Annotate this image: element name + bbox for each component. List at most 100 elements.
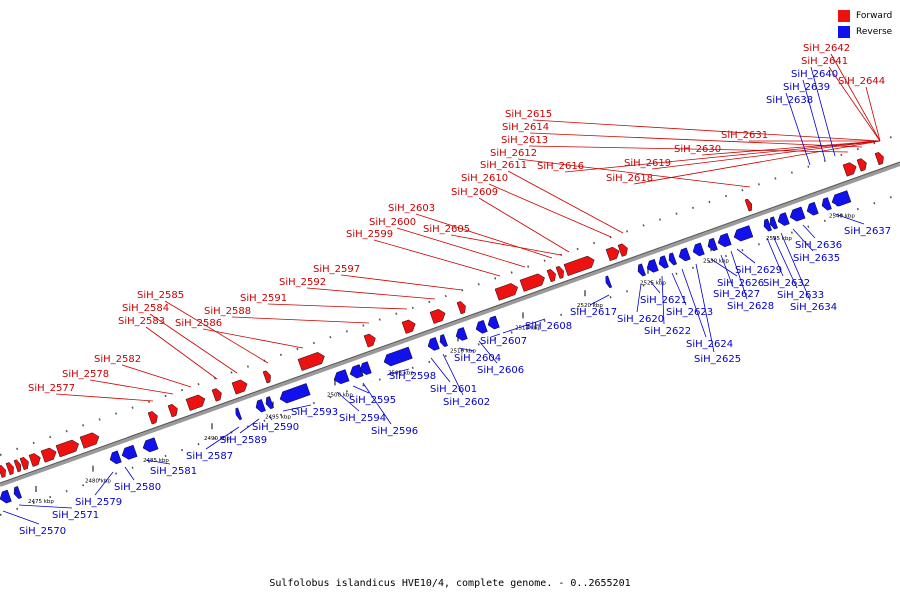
forward-gene-arrow[interactable] [363, 332, 377, 348]
forward-leader [55, 393, 154, 402]
reverse-gene-arrow[interactable] [830, 190, 852, 208]
reverse-gene-arrow[interactable] [706, 237, 718, 252]
reverse-gene-arrow[interactable] [454, 327, 468, 342]
forward-gene-arrow[interactable] [617, 243, 630, 257]
label-leader-lines [2, 53, 881, 525]
reverse-gene-arrow[interactable] [12, 486, 22, 499]
gene-label: SiH_2607 [480, 336, 527, 347]
forward-gene-arrow[interactable] [401, 318, 417, 334]
reverse-gene-arrow[interactable] [234, 407, 243, 421]
reverse-gene-arrow[interactable] [636, 263, 646, 277]
reverse-gene-arrow[interactable] [645, 258, 659, 274]
reverse-leader [145, 459, 171, 465]
forward-gene-arrow[interactable] [874, 151, 886, 166]
forward-gene-arrow[interactable] [19, 456, 31, 471]
forward-gene-arrow[interactable] [13, 459, 23, 473]
gene-label: SiH_2620 [617, 314, 664, 325]
reverse-leader [2, 510, 40, 525]
forward-leader [507, 170, 624, 234]
reverse-gene-arrow[interactable] [667, 252, 677, 266]
reverse-gene-arrow[interactable] [820, 197, 832, 211]
reverse-gene-arrow[interactable] [604, 275, 613, 289]
gene-label: SiH_2614 [502, 122, 549, 133]
reverse-gene-arrow[interactable] [788, 206, 806, 223]
reverse-gene-arrow[interactable] [716, 232, 732, 248]
reverse-gene-arrow[interactable] [657, 255, 669, 270]
reverse-gene-arrow[interactable] [332, 369, 350, 386]
reverse-gene-arrow[interactable] [382, 346, 413, 368]
forward-leader [528, 145, 849, 153]
reverse-gene-arrow[interactable] [486, 315, 500, 331]
forward-gene-arrow[interactable] [211, 387, 224, 402]
reverse-gene-arrow[interactable] [677, 247, 691, 263]
reverse-leader [780, 232, 811, 301]
reverse-gene-arrow[interactable] [438, 334, 448, 348]
ruler-label: 2490 kbp [204, 436, 230, 442]
kbp-ruler: 2475 kbp 2480 kbp 2485 kbp 2490 kbp 2495 kbp… [28, 200, 855, 505]
gene-label: SiH_2611 [480, 160, 527, 171]
reverse-gene-arrow[interactable] [732, 225, 754, 243]
forward-gene-arrow[interactable] [605, 245, 621, 262]
gene-labels: SiH_2577 SiH_2578 SiH_2582 SiH_2583 SiH_2584… [19, 43, 891, 537]
forward-gene-arrow[interactable] [494, 282, 520, 301]
forward-gene-arrow[interactable] [0, 464, 8, 478]
reverse-gene-arrow[interactable] [0, 489, 12, 505]
reverse-gene-arrow[interactable] [358, 361, 372, 377]
gene-label: SiH_2582 [94, 354, 141, 365]
forward-gene-arrow[interactable] [55, 438, 81, 458]
gene-label: SiH_2591 [240, 293, 287, 304]
reverse-gene-arrow[interactable] [278, 383, 311, 404]
gene-label: SiH_2580 [114, 482, 161, 493]
forward-gene-arrow[interactable] [842, 161, 858, 177]
reverse-gene-arrow[interactable] [762, 218, 772, 232]
forward-gene-arrow[interactable] [231, 378, 249, 395]
reverse-gene-arrow[interactable] [141, 437, 159, 454]
forward-gene-arrow[interactable] [5, 461, 16, 476]
forward-gene-arrow[interactable] [429, 308, 447, 324]
forward-gene-arrow[interactable] [79, 431, 101, 449]
reverse-leader [18, 504, 73, 509]
forward-gene-arrow[interactable] [40, 446, 58, 463]
reverse-leader [205, 426, 240, 450]
forward-gene-arrow[interactable] [167, 403, 180, 418]
reverse-gene-arrow[interactable] [805, 201, 819, 217]
genome-backbone [0, 162, 900, 487]
reverse-gene-arrow[interactable] [474, 319, 488, 335]
forward-leader [865, 86, 881, 142]
gene-label: SiH_2619 [624, 158, 671, 169]
gene-label: SiH_2587 [186, 451, 233, 462]
forward-gene-arrow[interactable] [185, 393, 207, 411]
reverse-leader [810, 66, 836, 157]
legend-forward: Forward [838, 8, 892, 24]
reverse-gene-arrow[interactable] [426, 337, 440, 352]
forward-gene-arrow[interactable] [519, 272, 547, 292]
forward-gene-arrow[interactable] [546, 268, 558, 283]
ruler-label: 2510 kbp [450, 349, 476, 355]
gene-label: SiH_2589 [220, 435, 267, 446]
forward-leader [396, 227, 526, 268]
reverse-gene-arrow[interactable] [254, 399, 266, 413]
reverse-gene-arrow[interactable] [691, 242, 705, 258]
forward-gene-arrow[interactable] [555, 265, 566, 279]
forward-gene-arrow[interactable] [147, 410, 160, 425]
forward-gene-arrow[interactable] [262, 370, 273, 384]
forward-leader [202, 328, 304, 349]
ruler-label: 2530 kbp [703, 258, 729, 264]
gene-label: SiH_2603 [388, 203, 435, 214]
gene-label: SiH_2641 [801, 56, 848, 67]
reverse-gene-arrow[interactable] [108, 450, 122, 466]
forward-gene-arrow[interactable] [856, 157, 869, 172]
forward-gene-arrow[interactable] [563, 254, 596, 277]
forward-gene-arrow[interactable] [28, 452, 42, 467]
forward-gene-arrow[interactable] [744, 198, 754, 212]
forward-leader [633, 140, 881, 185]
forward-gene-arrow[interactable] [456, 300, 468, 315]
reverse-gene-arrow[interactable] [264, 396, 274, 410]
forward-leader [564, 140, 881, 173]
reverse-gene-arrow[interactable] [776, 212, 790, 228]
forward-gene-arrow[interactable] [297, 351, 327, 371]
reverse-gene-arrow[interactable] [120, 444, 138, 461]
reverse-gene-arrow[interactable] [768, 216, 778, 230]
reverse-leader [589, 294, 610, 306]
